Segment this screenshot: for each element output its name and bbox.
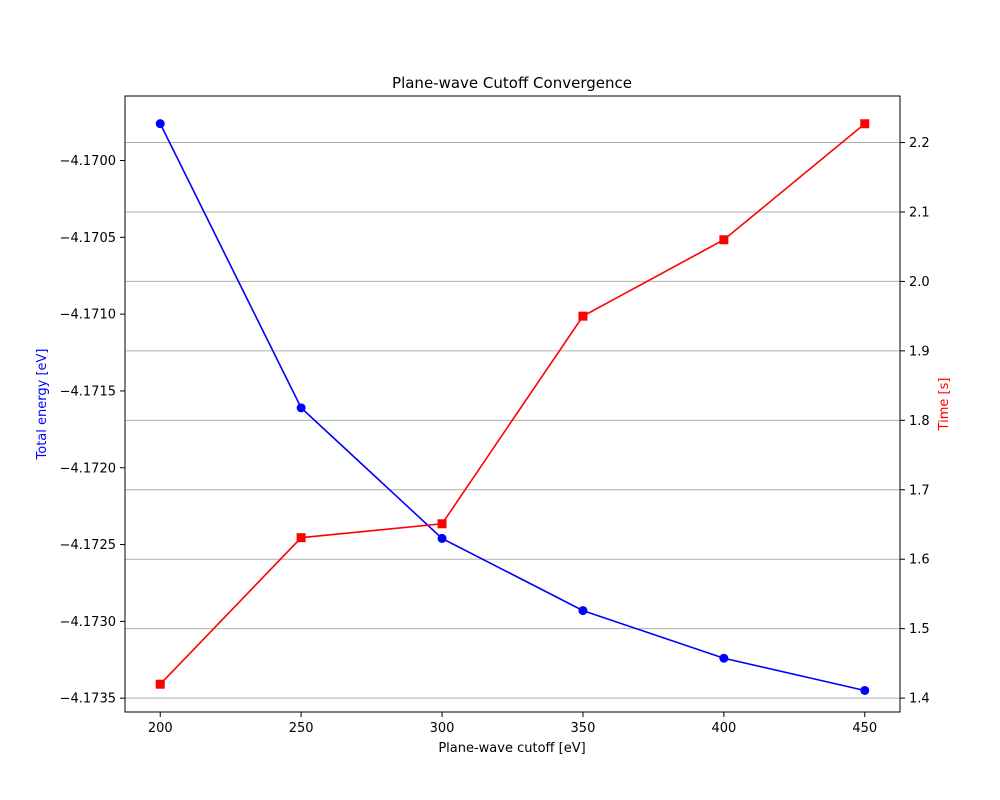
y-left-tick-label: −4.1720 bbox=[60, 461, 116, 476]
series-1-point bbox=[437, 533, 447, 543]
y-right-tick-label: 1.6 bbox=[909, 553, 930, 568]
series-2-point bbox=[155, 679, 165, 689]
series-2-point bbox=[437, 519, 447, 529]
y-left-tick-label: −4.1705 bbox=[60, 231, 116, 246]
y-left-tick-label: −4.1735 bbox=[60, 692, 116, 707]
y-left-tick-label: −4.1710 bbox=[60, 308, 116, 323]
series-layer bbox=[155, 119, 870, 695]
series-2-point bbox=[578, 311, 588, 321]
y-axis-left-label: Total energy [eV] bbox=[35, 349, 50, 461]
y-right-tick-label: 2.1 bbox=[909, 205, 930, 220]
series-2-point bbox=[719, 235, 729, 245]
y-right-tick-label: 2.2 bbox=[909, 136, 930, 151]
y-right-tick-label: 1.7 bbox=[909, 483, 930, 498]
x-axis-label: Plane-wave cutoff [eV] bbox=[438, 741, 585, 756]
plot-frame bbox=[124, 95, 901, 713]
series-2 bbox=[155, 119, 870, 689]
series-2-line bbox=[159, 123, 866, 685]
series-2-point bbox=[860, 119, 870, 129]
y-right-tick-label: 1.5 bbox=[909, 622, 930, 637]
series-1 bbox=[155, 119, 870, 695]
series-1-point bbox=[578, 606, 588, 616]
series-2-point bbox=[296, 533, 306, 543]
y-right-tick-label: 2.0 bbox=[909, 275, 930, 290]
series-1-point bbox=[155, 119, 165, 129]
y-left-tick-label: −4.1725 bbox=[60, 538, 116, 553]
x-tick-label: 350 bbox=[571, 721, 596, 736]
y-right-tick-label: 1.8 bbox=[909, 414, 930, 429]
series-1-point bbox=[860, 685, 870, 695]
y-axis-right-label: Time [s] bbox=[937, 378, 952, 432]
y-right-tick-label: 1.9 bbox=[909, 344, 930, 359]
x-tick-label: 300 bbox=[430, 721, 455, 736]
x-tick-label: 400 bbox=[711, 721, 736, 736]
series-1-line bbox=[159, 123, 865, 692]
tick-layer: 200 250 300 350 400 450 −4.1700 −4.1705 −4.1710 −… bbox=[60, 136, 930, 736]
y-right-tick-label: 1.4 bbox=[909, 692, 930, 707]
y-left-tick-label: −4.1730 bbox=[60, 615, 116, 630]
x-tick-label: 250 bbox=[289, 721, 314, 736]
x-tick-label: 200 bbox=[148, 721, 173, 736]
series-1-point bbox=[296, 403, 306, 413]
y-left-tick-label: −4.1700 bbox=[60, 154, 116, 169]
chart-title: Plane-wave Cutoff Convergence bbox=[392, 74, 632, 92]
series-1-point bbox=[719, 653, 729, 663]
y-left-tick-label: −4.1715 bbox=[60, 384, 116, 399]
x-tick-label: 450 bbox=[852, 721, 877, 736]
